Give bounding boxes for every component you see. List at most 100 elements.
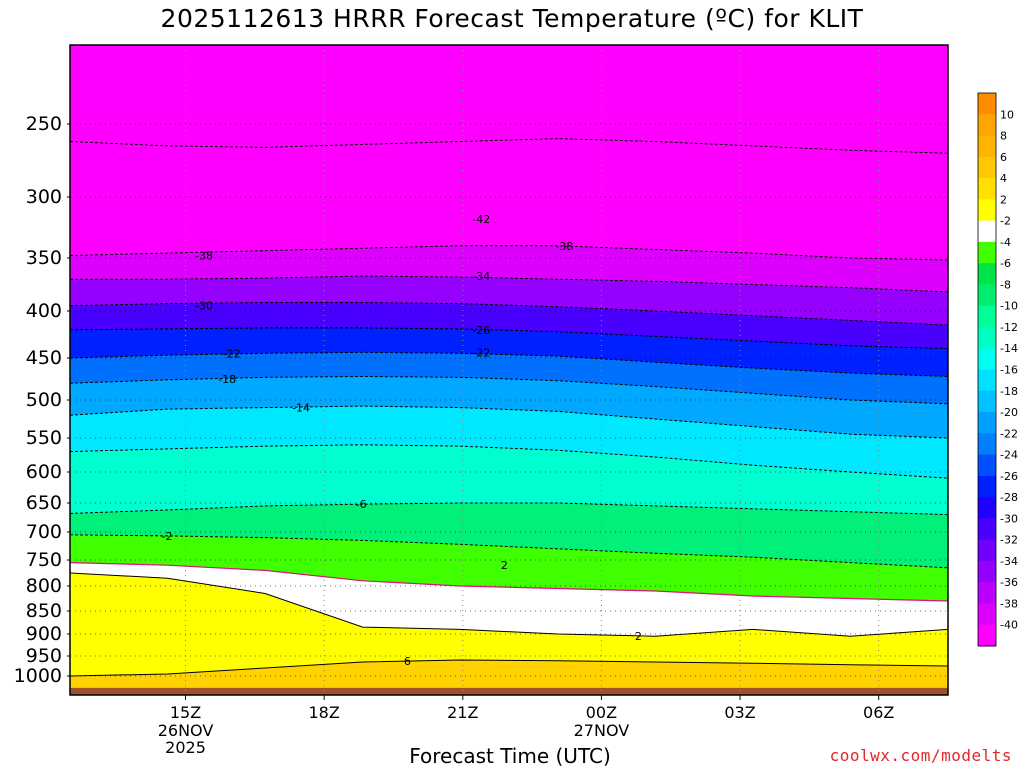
x-tick-label: 15Z	[170, 703, 201, 722]
colorbar-swatch	[978, 433, 996, 456]
contour-label: -26	[472, 324, 490, 337]
isotherm-line-0	[69, 562, 949, 602]
y-tick-label: 900	[26, 623, 62, 645]
source-credit[interactable]: coolwx.com/modelts	[829, 746, 1012, 765]
plot-frame	[69, 44, 949, 696]
colorbar-swatch	[978, 412, 996, 434]
y-tick-label: 450	[26, 347, 62, 369]
contour-label: -38	[555, 240, 573, 253]
colorbar-frame	[977, 92, 997, 647]
colorbar-label: -12	[1000, 321, 1018, 334]
y-tick-label: 500	[26, 389, 62, 411]
colorbar-label: 4	[1000, 172, 1007, 185]
colorbar-label: -40	[1000, 619, 1018, 632]
contour-label: -22	[223, 347, 241, 360]
colorbar-swatch	[978, 156, 996, 179]
contour-label: 2	[635, 630, 642, 643]
isotherm-line-2	[69, 572, 949, 637]
contour-label: -2	[162, 530, 173, 543]
colorbar-label: -38	[1000, 597, 1018, 610]
contour-label: -22	[472, 346, 490, 359]
x-axis-label: Forecast Time (UTC)	[409, 744, 611, 768]
isotherm-line--34	[70, 275, 949, 293]
isotherm-line--22	[69, 351, 949, 377]
colorbar-swatch	[978, 135, 996, 158]
colorbar-swatch	[978, 475, 996, 498]
colorbar-label: -36	[1000, 576, 1018, 589]
colorbar-label: -14	[1000, 342, 1018, 355]
isotherm-line--14	[69, 405, 949, 439]
contour-label: -38	[195, 250, 213, 263]
colorbar-swatch	[978, 582, 996, 604]
colorbar-swatch	[978, 369, 996, 392]
y-tick-label: 600	[26, 461, 62, 483]
colorbar-label: -2	[1000, 215, 1011, 228]
x-tick-label: 06Z	[863, 703, 894, 722]
colorbar-label: 2	[1000, 193, 1007, 206]
isotherm-line--6	[69, 502, 949, 516]
y-tick-label: 850	[26, 600, 62, 622]
colorbar-swatch	[978, 326, 996, 349]
colorbar-label: -24	[1000, 449, 1018, 462]
y-tick-label: 650	[26, 492, 62, 514]
contour-label: 2	[501, 559, 508, 572]
colorbar-label: -32	[1000, 534, 1018, 547]
x-tick-label: 03Z	[724, 703, 755, 722]
colorbar-swatch	[978, 560, 996, 583]
colorbar-swatch	[978, 348, 996, 370]
y-tick-label: 950	[26, 645, 62, 667]
isotherm-line--26	[69, 327, 949, 350]
contour-label: -18	[218, 373, 236, 386]
contour-label: -34	[472, 270, 490, 283]
x-tick-label: 21Z	[447, 703, 478, 722]
isotherm-line--30	[69, 302, 949, 326]
y-tick-label: 700	[26, 521, 62, 543]
chart-title: 2025112613 HRRR Forecast Temperature (ºC…	[160, 4, 864, 33]
colorbar-swatch	[978, 497, 996, 519]
colorbar-swatch	[978, 263, 996, 285]
y-tick-label: 350	[26, 247, 62, 269]
colorbar-label: -34	[1000, 555, 1018, 568]
colorbar-label: -4	[1000, 236, 1011, 249]
colorbar: 10 8 6 4 2 -2 -4 -6 -8 -10 -12 -14 -16 -18 -20 -22 -24 -2…	[977, 92, 1018, 647]
contour-label: -42	[472, 213, 490, 226]
isotherm-line--38	[69, 245, 949, 261]
colorbar-label: -6	[1000, 257, 1011, 270]
colorbar-swatch	[978, 305, 996, 328]
contour-label: -30	[195, 300, 213, 313]
colorbar-swatch	[978, 624, 996, 647]
contour-label: -14	[292, 402, 310, 415]
y-tick-label: 550	[26, 427, 62, 449]
isotherm-line--42	[69, 138, 949, 154]
colorbar-label: -30	[1000, 512, 1018, 525]
colorbar-label: 8	[1000, 130, 1007, 143]
colorbar-swatch	[978, 603, 996, 626]
isotherm-line--2	[69, 534, 949, 569]
colorbar-label: -8	[1000, 278, 1011, 291]
colorbar-label: -26	[1000, 470, 1018, 483]
isotherm-line--10	[69, 444, 949, 479]
colorbar-swatch	[978, 93, 996, 115]
colorbar-label: -20	[1000, 406, 1018, 419]
x-tick-label: 18Z	[308, 703, 339, 722]
contour-label: -6	[356, 498, 367, 511]
colorbar-swatch	[978, 178, 996, 200]
isotherm-line--18	[69, 375, 949, 405]
y-tick-label: 250	[26, 113, 62, 135]
colorbar-label: -16	[1000, 364, 1018, 377]
colorbar-label: 6	[1000, 151, 1007, 164]
y-tick-label: 400	[26, 300, 62, 322]
y-tick-label: 300	[26, 186, 62, 208]
colorbar-label: -10	[1000, 300, 1018, 313]
contour-label: 6	[404, 655, 411, 668]
colorbar-swatch	[978, 454, 996, 477]
colorbar-swatch	[978, 390, 996, 413]
colorbar-swatch	[978, 518, 996, 541]
y-tick-label: 750	[26, 549, 62, 571]
y-tick-label: 800	[26, 575, 62, 597]
x-tick-label: 00Z	[586, 703, 617, 722]
colorbar-label: -18	[1000, 385, 1018, 398]
y-tick-label: 1000	[14, 665, 62, 687]
